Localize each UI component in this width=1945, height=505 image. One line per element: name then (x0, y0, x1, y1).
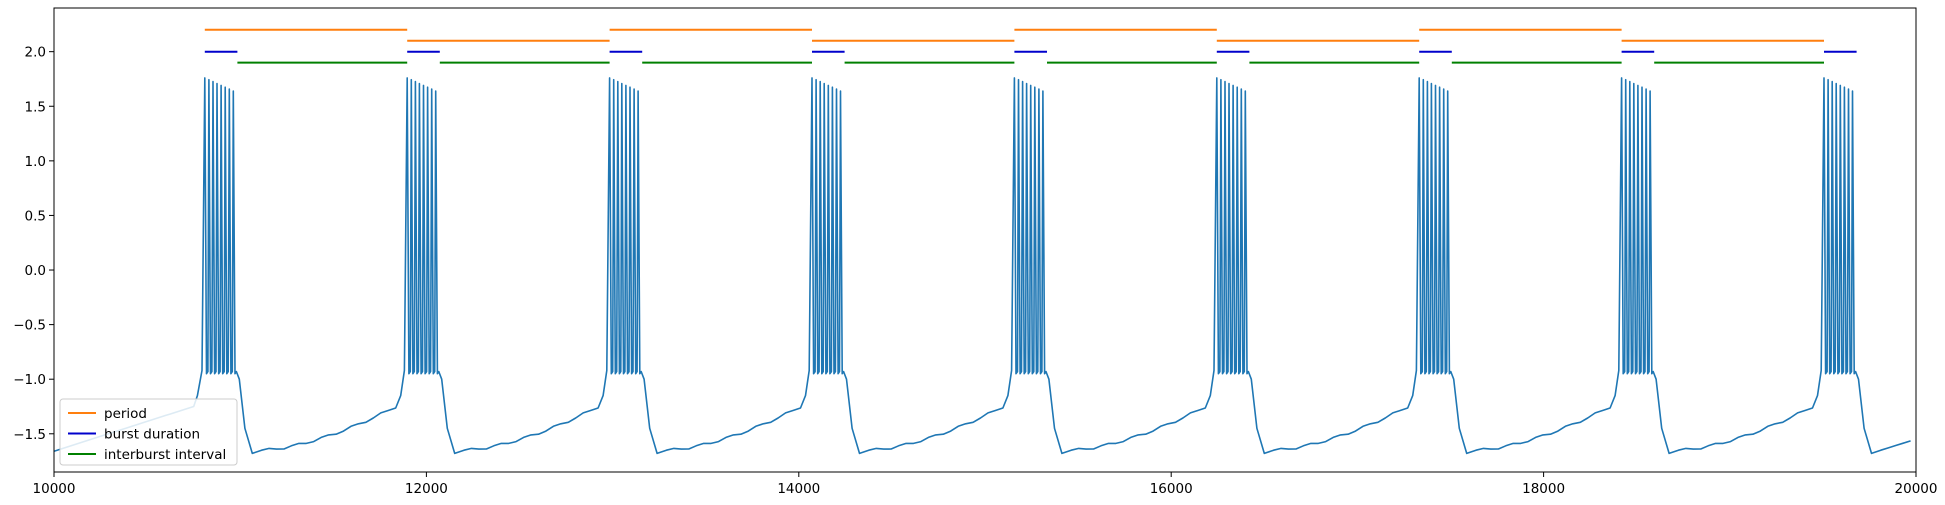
legend: period burst duration interburst interval (59, 398, 238, 466)
legend-label-interburst-interval: interburst interval (104, 447, 226, 463)
x-tick-label-10000: 10000 (33, 481, 76, 497)
x-tick-label-18000: 18000 (1522, 481, 1565, 497)
x-tick-label-16000: 16000 (1150, 481, 1193, 497)
y-tick-label-7: 2.0 (25, 45, 46, 61)
y-tick-label-1: −1.0 (13, 372, 46, 388)
y-axis: −1.5 −1.0 −0.5 0.0 0.5 1.0 1.5 2.0 (13, 45, 54, 443)
plot-area (54, 28, 1911, 455)
y-tick-label-2: −0.5 (13, 318, 46, 334)
x-tick-label-14000: 14000 (777, 481, 820, 497)
legend-label-period: period (104, 406, 147, 422)
y-tick-label-6: 1.5 (25, 99, 46, 115)
y-tick-label-5: 1.0 (25, 154, 46, 170)
legend-label-burst-duration: burst duration (104, 427, 200, 443)
membrane-potential-trace (54, 77, 1911, 455)
x-axis: 10000 12000 14000 16000 18000 20000 (33, 472, 1938, 497)
y-tick-label-3: 0.0 (25, 263, 46, 279)
axes-frame (53, 7, 1917, 473)
x-tick-label-20000: 20000 (1895, 481, 1938, 497)
legend-box (59, 398, 238, 466)
y-tick-label-0: −1.5 (13, 427, 46, 443)
y-tick-label-4: 0.5 (25, 208, 46, 224)
x-tick-label-12000: 12000 (405, 481, 448, 497)
